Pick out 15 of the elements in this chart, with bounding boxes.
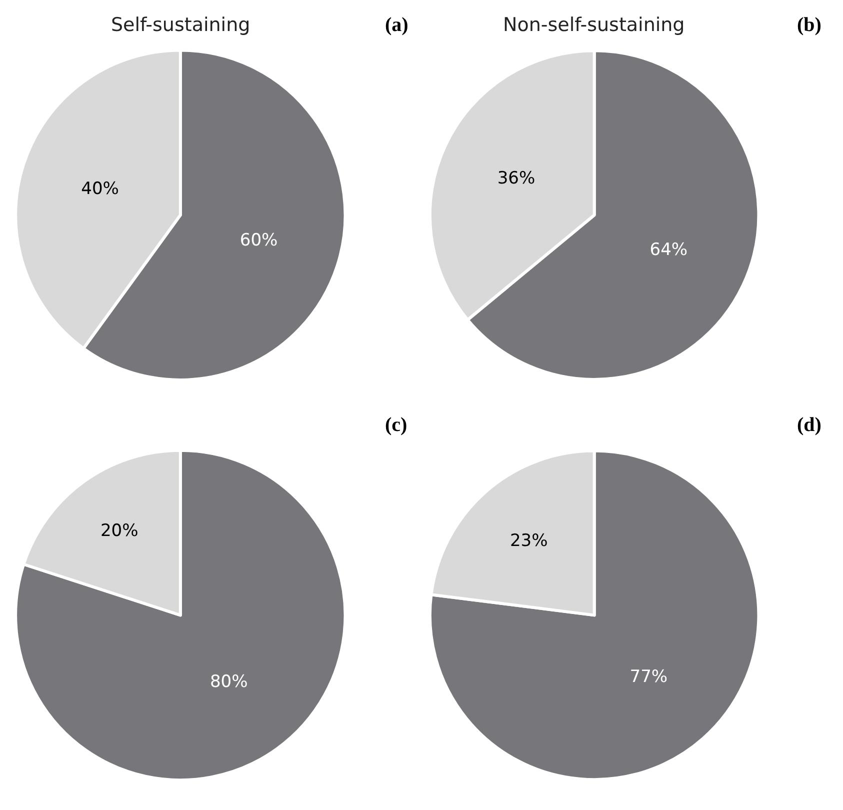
data-label: 77%: [630, 666, 668, 687]
data-label: 36%: [497, 168, 536, 188]
text: (a): [385, 14, 408, 36]
data-label: 20%: [100, 521, 138, 542]
text: (c): [385, 414, 408, 436]
data-label: 60%: [240, 230, 278, 251]
text: (b): [797, 14, 822, 36]
data-label: 64%: [650, 240, 688, 260]
text: (d): [797, 414, 822, 436]
chart-title: Non-self-sustaining: [503, 14, 685, 36]
data-label: 80%: [210, 672, 248, 692]
pie-slice: [428, 449, 760, 781]
data-label: 40%: [81, 178, 119, 199]
chart-title: Self-sustaining: [111, 14, 250, 36]
data-label: 23%: [510, 530, 548, 551]
